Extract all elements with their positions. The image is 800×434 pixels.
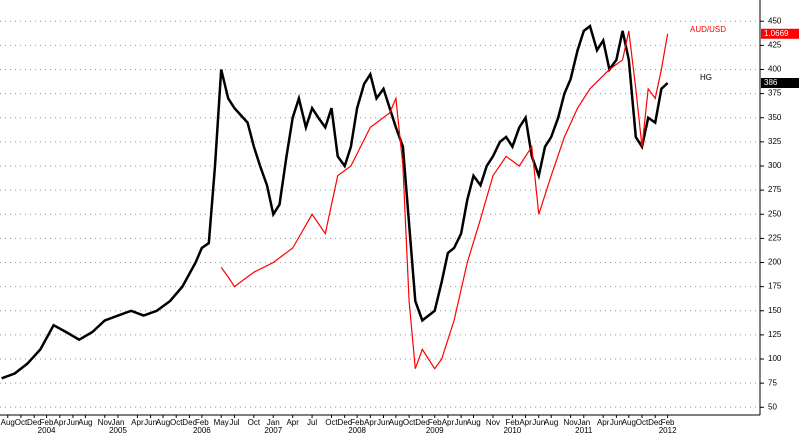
x-year-label: 2004 bbox=[38, 426, 56, 434]
x-tick-label: Oct bbox=[15, 418, 28, 427]
x-tick-label: Feb bbox=[350, 418, 364, 427]
y-tick-label: 350 bbox=[768, 113, 782, 122]
x-tick-label: Jun bbox=[532, 418, 545, 427]
x-tick-label: Apr bbox=[519, 418, 532, 427]
x-tick-label: Aug bbox=[389, 418, 403, 427]
x-tick-label: Jan bbox=[112, 418, 125, 427]
x-tick-label: Dec bbox=[182, 418, 196, 427]
y-tick-label: 375 bbox=[768, 89, 782, 98]
series-line bbox=[1, 23, 669, 380]
x-tick-label: Nov bbox=[563, 418, 577, 427]
x-tick-label: Jan bbox=[577, 418, 590, 427]
x-tick-label: Aug bbox=[622, 418, 636, 427]
x-tick-label: Jul bbox=[307, 418, 317, 427]
y-tick-label: 75 bbox=[768, 378, 777, 387]
x-tick-label: Aug bbox=[466, 418, 480, 427]
y-tick-label: 125 bbox=[768, 330, 782, 339]
x-tick-label: Oct bbox=[403, 418, 416, 427]
x-tick-label: Oct bbox=[248, 418, 261, 427]
x-tick-label: Aug bbox=[1, 418, 15, 427]
x-tick-label: Feb bbox=[40, 418, 54, 427]
last-value-box bbox=[761, 28, 799, 39]
x-tick-label: Jun bbox=[144, 418, 157, 427]
y-tick-label: 325 bbox=[768, 137, 782, 146]
x-tick-label: Dec bbox=[27, 418, 41, 427]
x-tick-label: Apr bbox=[364, 418, 377, 427]
y-tick-label: 50 bbox=[768, 402, 777, 411]
y-tick-label: 200 bbox=[768, 258, 782, 267]
x-tick-label: Nov bbox=[486, 418, 500, 427]
y-tick-label: 275 bbox=[768, 185, 782, 194]
x-tick-label: Jun bbox=[67, 418, 80, 427]
y-tick-label: 250 bbox=[768, 209, 782, 218]
x-tick-label: Oct bbox=[170, 418, 183, 427]
x-tick-label: May bbox=[214, 418, 229, 427]
x-tick-label: Feb bbox=[661, 418, 675, 427]
x-tick-label: Feb bbox=[428, 418, 442, 427]
x-tick-label: Dec bbox=[648, 418, 662, 427]
x-tick-label: Feb bbox=[195, 418, 209, 427]
x-year-label: 2005 bbox=[109, 426, 127, 434]
x-tick-label: Apr bbox=[131, 418, 144, 427]
x-year-label: 2006 bbox=[193, 426, 211, 434]
x-year-label: 2012 bbox=[659, 426, 677, 434]
x-year-label: 2011 bbox=[575, 426, 593, 434]
x-year-label: 2007 bbox=[264, 426, 282, 434]
x-tick-label: Apr bbox=[597, 418, 610, 427]
x-year-label: 2010 bbox=[503, 426, 521, 434]
y-tick-label: 150 bbox=[768, 306, 782, 315]
x-tick-label: Oct bbox=[325, 418, 338, 427]
legend-label: HG bbox=[700, 73, 712, 82]
last-value-label: 1.0669 bbox=[764, 29, 789, 38]
series-line bbox=[220, 30, 669, 370]
x-tick-label: Jul bbox=[229, 418, 239, 427]
x-tick-label: Jan bbox=[267, 418, 280, 427]
y-tick-label: 100 bbox=[768, 354, 782, 363]
x-tick-label: Feb bbox=[505, 418, 519, 427]
y-tick-label: 425 bbox=[768, 40, 782, 49]
x-tick-label: Apr bbox=[54, 418, 67, 427]
x-tick-label: Jun bbox=[610, 418, 623, 427]
last-value-box bbox=[761, 78, 799, 88]
x-tick-label: Dec bbox=[415, 418, 429, 427]
x-year-label: 2009 bbox=[426, 426, 444, 434]
y-tick-label: 300 bbox=[768, 161, 782, 170]
legend-label: AUD/USD bbox=[690, 25, 726, 34]
y-tick-label: 225 bbox=[768, 233, 782, 242]
y-tick-label: 175 bbox=[768, 282, 782, 291]
x-tick-label: Aug bbox=[156, 418, 170, 427]
x-tick-label: Jun bbox=[377, 418, 390, 427]
x-tick-label: Dec bbox=[338, 418, 352, 427]
x-year-label: 2008 bbox=[348, 426, 366, 434]
x-tick-label: Apr bbox=[286, 418, 299, 427]
y-tick-label: 400 bbox=[768, 65, 782, 74]
x-tick-label: Oct bbox=[636, 418, 649, 427]
x-tick-label: Aug bbox=[78, 418, 92, 427]
x-tick-label: Jun bbox=[455, 418, 468, 427]
x-tick-label: Aug bbox=[544, 418, 558, 427]
last-value-label: 386 bbox=[764, 78, 778, 87]
y-tick-label: 450 bbox=[768, 16, 782, 25]
x-tick-label: Apr bbox=[442, 418, 455, 427]
x-tick-label: Nov bbox=[98, 418, 112, 427]
